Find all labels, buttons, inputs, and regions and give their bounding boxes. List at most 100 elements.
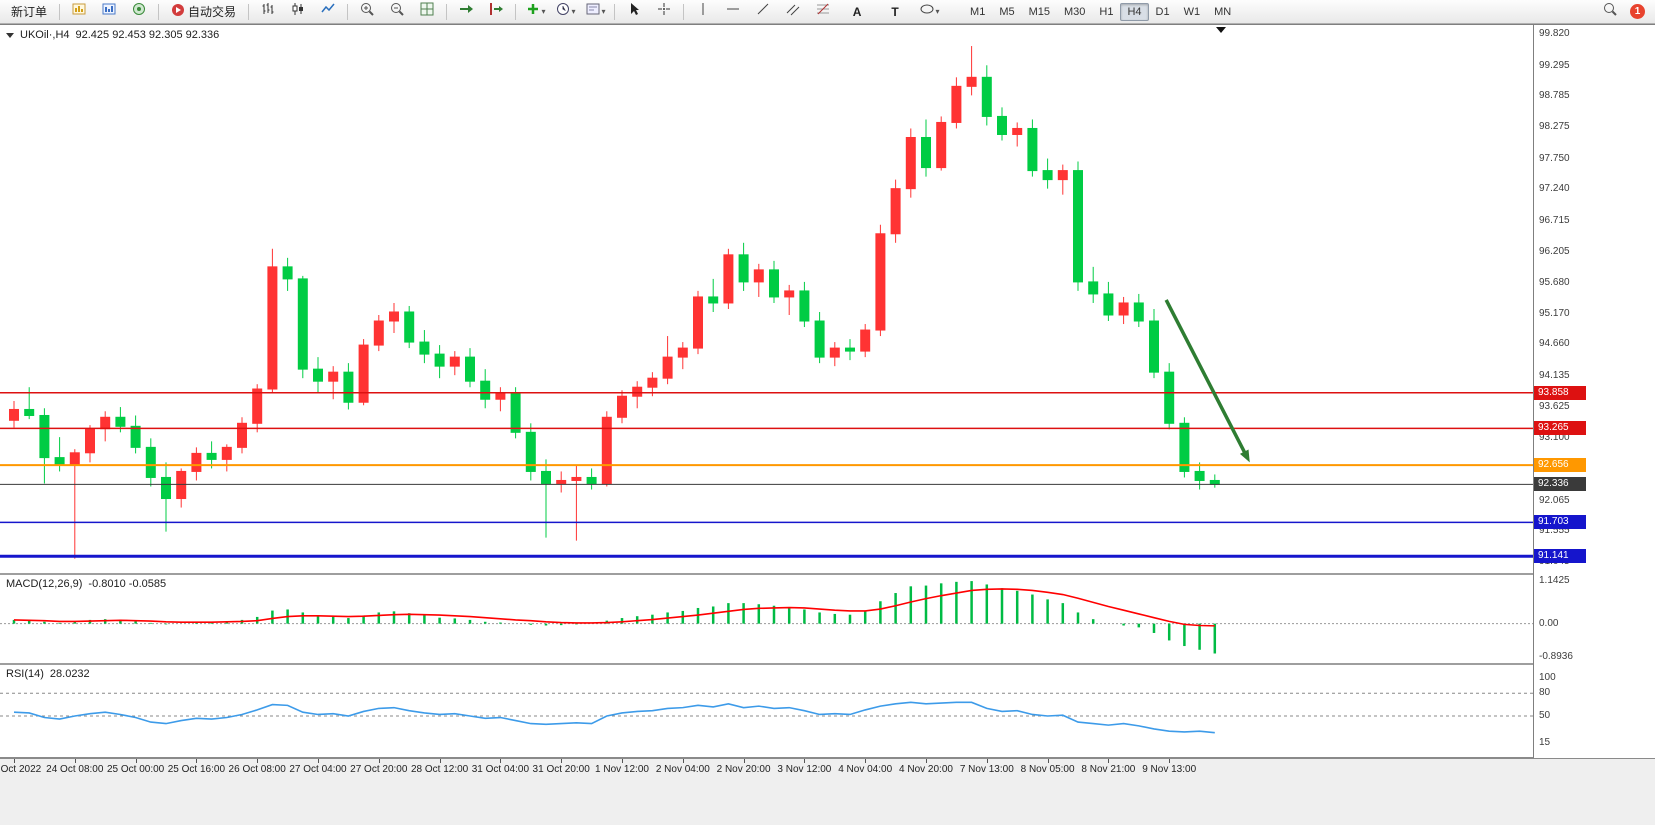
dropdown-caret-icon: ▾ xyxy=(572,7,576,16)
macd-axis-label: 1.1425 xyxy=(1539,575,1570,586)
periods-button[interactable]: ▾ xyxy=(551,1,579,23)
price-axis-label: 92.065 xyxy=(1539,495,1570,506)
price-tag-93.858: 93.858 xyxy=(1534,386,1586,400)
time-axis-tick xyxy=(561,759,562,763)
autotrading-label: 自动交易 xyxy=(188,3,236,20)
rsi-name: RSI(14) xyxy=(6,668,44,680)
time-axis-tick xyxy=(257,759,258,763)
label-tool-button[interactable]: T xyxy=(877,1,913,23)
new-chart-button[interactable] xyxy=(65,1,93,23)
candlestick-chart-button[interactable] xyxy=(284,1,312,23)
notification-badge[interactable]: 1 xyxy=(1630,4,1645,19)
timeframe-w1-button[interactable]: W1 xyxy=(1177,3,1208,21)
toolbar-separator xyxy=(158,4,159,20)
timeframe-m30-button[interactable]: M30 xyxy=(1057,3,1092,21)
clock-icon xyxy=(555,1,571,22)
toolbar-separator xyxy=(683,4,684,20)
collapse-chart-icon[interactable] xyxy=(6,33,14,38)
time-axis-tick xyxy=(926,759,927,763)
bar-chart-button[interactable] xyxy=(254,1,282,23)
rsi-axis-label: 80 xyxy=(1539,687,1550,698)
shapes-tool-button[interactable]: ▾ xyxy=(915,1,943,23)
price-tag-93.265: 93.265 xyxy=(1534,421,1586,435)
timeframe-h1-button[interactable]: H1 xyxy=(1092,3,1120,21)
macd-pane[interactable] xyxy=(0,575,1533,663)
price-axis-label: 94.660 xyxy=(1539,338,1570,349)
templates-button[interactable]: ▾ xyxy=(581,1,609,23)
channel-tool-button[interactable] xyxy=(779,1,807,23)
macd-axis-label: 0.00 xyxy=(1539,618,1558,629)
templates-icon xyxy=(585,1,601,22)
price-axis-label: 95.680 xyxy=(1539,277,1570,288)
chart-symbol-label: UKOil·,H4 92.425 92.453 92.305 92.336 xyxy=(6,29,219,41)
toolbar-separator xyxy=(446,4,447,20)
dropdown-caret-icon: ▾ xyxy=(542,7,546,16)
dropdown-caret-icon: ▾ xyxy=(602,7,606,16)
auto-scroll-icon xyxy=(458,1,474,22)
horizontal-line-icon xyxy=(725,1,741,22)
macd-values: -0.8010 -0.0585 xyxy=(88,578,166,590)
dropdown-caret-icon: ▾ xyxy=(936,7,940,16)
main-chart-plot[interactable] xyxy=(0,25,1533,573)
timeframe-h4-button[interactable]: H4 xyxy=(1120,3,1148,21)
navigator-button[interactable] xyxy=(125,1,153,23)
time-axis-tick xyxy=(1048,759,1049,763)
line-chart-icon xyxy=(320,1,336,22)
time-axis-tick xyxy=(500,759,501,763)
time-axis-tick xyxy=(440,759,441,763)
cursor-tool-button[interactable] xyxy=(620,1,648,23)
line-chart-button[interactable] xyxy=(314,1,342,23)
price-axis-label: 98.275 xyxy=(1539,121,1570,132)
price-axis-label: 97.240 xyxy=(1539,183,1570,194)
trend-arrow-head xyxy=(1240,449,1250,462)
indicators-button[interactable]: ▾ xyxy=(521,1,549,23)
cursor-icon xyxy=(626,1,642,22)
timeframe-m15-button[interactable]: M15 xyxy=(1022,3,1057,21)
time-axis-tick xyxy=(865,759,866,763)
crosshair-icon xyxy=(656,1,672,22)
time-axis-tick xyxy=(75,759,76,763)
toolbar-separator xyxy=(347,4,348,20)
crosshair-tool-button[interactable] xyxy=(650,1,678,23)
timeframe-d1-button[interactable]: D1 xyxy=(1149,3,1177,21)
time-axis-tick xyxy=(622,759,623,763)
chart-shift-button[interactable] xyxy=(482,1,510,23)
auto-scroll-button[interactable] xyxy=(452,1,480,23)
time-axis-tick xyxy=(379,759,380,763)
channel-icon xyxy=(785,1,801,22)
candlestick-chart-icon xyxy=(290,1,306,22)
timeframe-mn-button[interactable]: MN xyxy=(1207,3,1238,21)
chart-shift-icon xyxy=(488,1,504,22)
text-tool-button[interactable]: A xyxy=(839,1,875,23)
fibonacci-tool-button[interactable] xyxy=(809,1,837,23)
time-axis-tick xyxy=(804,759,805,763)
trendline-tool-button[interactable] xyxy=(749,1,777,23)
trend-arrow-annotation[interactable] xyxy=(1166,300,1246,455)
new-order-button[interactable]: 新订单 xyxy=(4,1,54,23)
chart-window: UKOil·,H4 92.425 92.453 92.305 92.336 MA… xyxy=(0,24,1655,824)
search-icon xyxy=(1602,1,1618,22)
price-axis-label: 98.785 xyxy=(1539,90,1570,101)
market-watch-button[interactable] xyxy=(95,1,123,23)
horizontal-line-tool-button[interactable] xyxy=(719,1,747,23)
macd-name: MACD(12,26,9) xyxy=(6,578,82,590)
tile-windows-icon xyxy=(419,1,435,22)
time-axis-tick xyxy=(987,759,988,763)
zoom-out-button[interactable] xyxy=(383,1,411,23)
tile-windows-button[interactable] xyxy=(413,1,441,23)
timeframe-m1-button[interactable]: M1 xyxy=(963,3,992,21)
autotrading-button[interactable]: 自动交易 xyxy=(164,1,243,23)
macd-label: MACD(12,26,9) -0.8010 -0.0585 xyxy=(6,578,166,590)
rsi-axis-label: 50 xyxy=(1539,710,1550,721)
bar-chart-icon xyxy=(260,1,276,22)
zoom-in-button[interactable] xyxy=(353,1,381,23)
search-button[interactable] xyxy=(1596,1,1624,23)
vertical-line-tool-button[interactable] xyxy=(689,1,717,23)
timeframe-m5-button[interactable]: M5 xyxy=(992,3,1021,21)
rsi-pane[interactable] xyxy=(0,665,1533,757)
rsi-axis-label: 15 xyxy=(1539,737,1550,748)
toolbar-separator xyxy=(248,4,249,20)
